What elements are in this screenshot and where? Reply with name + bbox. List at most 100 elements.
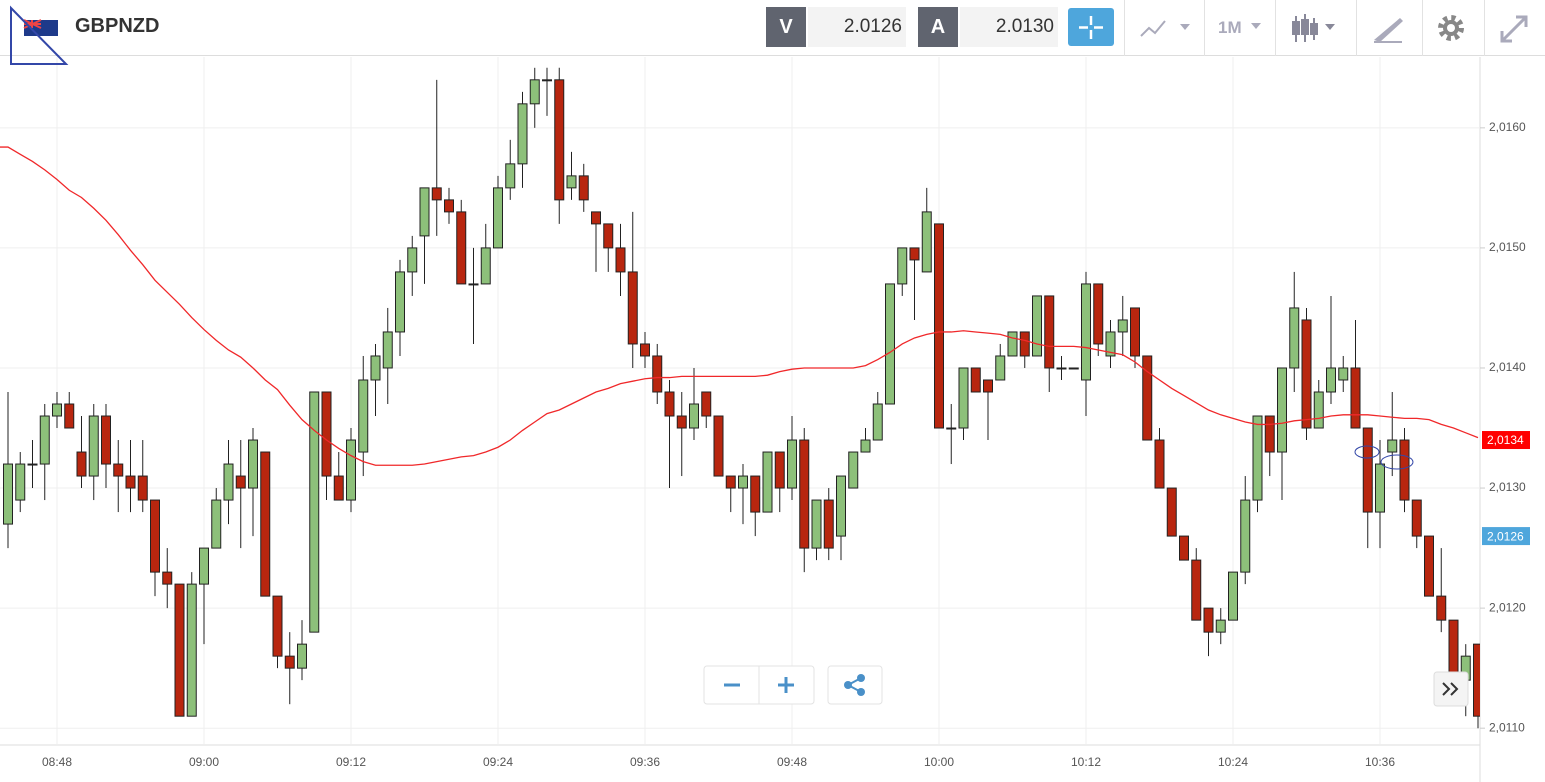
candle-body (713, 415, 724, 477)
candle-body (860, 439, 871, 453)
candle-body (983, 379, 993, 393)
candle-body (689, 403, 699, 429)
price-marker-label: 2,0134 (1487, 433, 1524, 447)
candle-body (1154, 439, 1165, 489)
candle-type-button[interactable] (1290, 12, 1350, 46)
candle-body (297, 643, 307, 669)
candle-body (1313, 391, 1324, 429)
candle-body (1179, 535, 1189, 561)
candle-body (284, 655, 295, 669)
candle-body (395, 271, 405, 333)
candle-body (162, 571, 173, 585)
candle-body (1056, 367, 1067, 370)
candle-body (419, 187, 430, 237)
share-button[interactable] (827, 665, 883, 705)
candle-body (1473, 643, 1480, 717)
x-tick-label: 09:24 (483, 755, 513, 769)
candle-body (382, 331, 393, 369)
candle-body (1375, 463, 1385, 513)
candle-body (272, 595, 283, 657)
x-tick-label: 10:36 (1365, 755, 1395, 769)
candle-body (1019, 331, 1030, 357)
candle-body (517, 103, 528, 165)
candle-body (529, 79, 540, 105)
candle-body (1191, 559, 1202, 621)
candle-body (1105, 331, 1116, 357)
candle-body (1326, 367, 1336, 393)
crosshair-button[interactable] (1068, 8, 1116, 48)
timeframe[interactable]: 1M (1218, 18, 1242, 37)
candle-body (615, 247, 626, 273)
candle-body (186, 583, 197, 717)
zoom-controls (703, 665, 1469, 707)
candle-body (1044, 295, 1055, 369)
candle-body (738, 475, 748, 489)
ask-label[interactable]: A (918, 7, 958, 47)
candle-body (3, 463, 13, 525)
candle-body (456, 211, 467, 285)
axis-labels: 2,0110 2,0120 2,0130 2,0140 2,0150 2,0160 08:4… (42, 120, 1530, 769)
candle-body (321, 391, 332, 477)
candle-body (652, 355, 663, 393)
candle-body (970, 367, 981, 393)
candle-body (872, 403, 883, 441)
drawing-ellipse[interactable] (1380, 454, 1414, 470)
candle-body (897, 247, 908, 285)
candle-body (174, 583, 185, 717)
x-tick-label: 10:12 (1071, 755, 1101, 769)
candle-body (774, 451, 785, 489)
candle-body (848, 451, 859, 489)
candle-body (946, 427, 957, 430)
candle-body (885, 283, 895, 405)
candle-body (1436, 595, 1447, 621)
candle-body (15, 463, 26, 501)
candle-body (1215, 619, 1226, 633)
x-tick-label: 09:12 (336, 755, 366, 769)
candle-body (836, 475, 846, 537)
candle-body (309, 391, 320, 633)
candle-body (64, 403, 75, 429)
candle-body (921, 211, 932, 273)
drawing-triangle (10, 5, 69, 65)
zoom-in-button[interactable] (778, 677, 794, 693)
candle-body (750, 475, 761, 513)
plot-area (0, 57, 1480, 745)
candle-body (39, 415, 50, 465)
candle-body (799, 439, 810, 549)
candle-body (627, 271, 638, 345)
candle-body (676, 415, 687, 429)
x-tick-label: 09:00 (189, 755, 219, 769)
candle-body (1203, 607, 1214, 633)
toolbar: GBPNZD V 2.0126 A 2.0130 1M (0, 0, 1545, 65)
bid-label[interactable]: V (766, 7, 806, 47)
bid-price[interactable]: 2.0126 (808, 7, 906, 47)
drawing-ellipse[interactable] (1354, 445, 1380, 459)
price-marker (1482, 431, 1530, 450)
chart-type-button[interactable] (1138, 14, 1198, 44)
candle-body (1289, 307, 1300, 369)
candle-body (1007, 331, 1018, 357)
candle-body (468, 283, 479, 286)
candle-body (1338, 367, 1349, 381)
drawing-tools-button[interactable] (1372, 14, 1406, 44)
candle-body (101, 415, 111, 465)
candle-body (1240, 499, 1251, 573)
ask-price[interactable]: 2.0130 (960, 7, 1058, 47)
symbol-icon (10, 5, 69, 65)
candle-body (1399, 439, 1410, 501)
candle-body (235, 475, 246, 489)
candle-body (505, 163, 516, 189)
fullscreen-button[interactable] (1498, 11, 1532, 45)
x-tick-label: 09:36 (630, 755, 660, 769)
y-tick-label: 2,0110 (1489, 720, 1525, 734)
x-tick-label: 10:24 (1218, 755, 1248, 769)
settings-button[interactable] (1435, 11, 1469, 45)
candle-body (88, 415, 99, 477)
candle-body (1166, 487, 1177, 537)
scroll-right-button[interactable] (1433, 671, 1469, 707)
candle-body (1448, 619, 1459, 681)
x-tick-label: 09:48 (777, 755, 807, 769)
candle-body (113, 463, 124, 477)
candle-body (762, 451, 773, 513)
